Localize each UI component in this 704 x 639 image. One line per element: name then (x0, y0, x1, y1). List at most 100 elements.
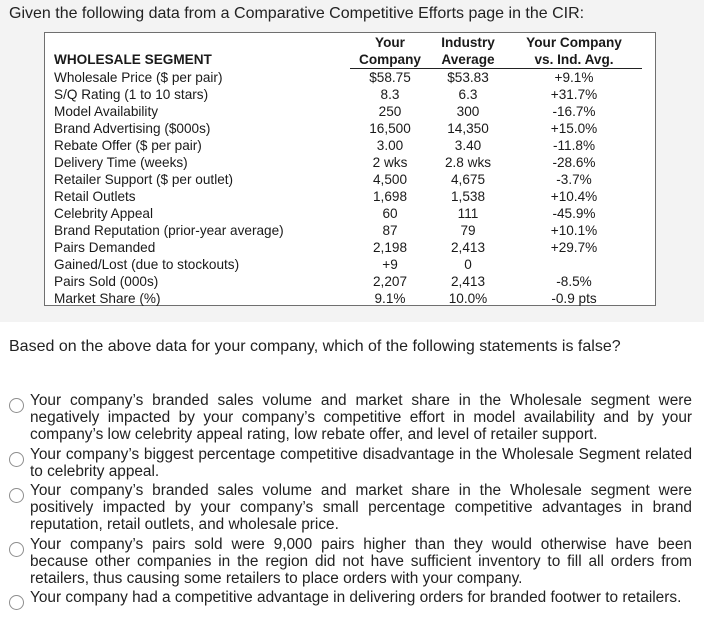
table-cell: -8.5% (556, 274, 592, 289)
table-row: Pairs Demanded 2,198 2,413 +29.7% (54, 239, 642, 256)
table-cell: +10.4% (550, 189, 598, 204)
table-cell: 2 wks (372, 155, 408, 170)
table-row: Brand Reputation (prior-year average) 87 7… (54, 222, 642, 239)
table-header-row-top: Your Industry Your Company (54, 34, 642, 51)
table-cell: 1,698 (372, 189, 408, 204)
table-cell: $58.75 (369, 70, 411, 85)
table-cell: 2,413 (450, 274, 486, 289)
table-cell: Brand Reputation (prior-year average) (54, 223, 284, 238)
intro-text: Given the following data from a Comparat… (9, 5, 585, 22)
table-cell: Retail Outlets (54, 189, 136, 204)
header-cell: Company (350, 51, 430, 69)
table-row: Delivery Time (weeks) 2 wks 2.8 wks -28.6% (54, 154, 642, 171)
table-cell: 9.1% (374, 291, 406, 306)
table-cell: 0 (464, 257, 472, 272)
question-stem-panel: Given the following data from a Comparat… (0, 0, 704, 322)
answer-option[interactable]: Your company’s pairs sold were 9,000 pai… (8, 536, 692, 588)
answer-option-text: Your company’s pairs sold were 9,000 pai… (30, 535, 692, 588)
radio-button[interactable] (9, 595, 24, 611)
table-cell: 4,500 (372, 172, 408, 187)
answer-option-text: Your company’s biggest percentage compet… (30, 445, 692, 480)
table-cell: S/Q Rating (1 to 10 stars) (54, 87, 209, 102)
table-cell: Celebrity Appeal (54, 206, 153, 221)
table-cell: Model Availability (54, 104, 159, 119)
answer-option[interactable]: Your company’s branded sales volume and … (8, 392, 692, 444)
table-cell: +15.0% (550, 121, 598, 136)
radio-button[interactable] (9, 488, 24, 504)
answer-option-text: Your company had a competitive advantage… (30, 589, 682, 607)
question-text: Based on the above data for your company… (9, 338, 621, 355)
table-cell: -0.9 pts (551, 291, 597, 306)
table-cell: Brand Advertising ($000s) (54, 121, 211, 136)
table-cell: 6.3 (458, 87, 478, 102)
table-cell: 60 (382, 206, 398, 221)
table-cell: 4,675 (450, 172, 486, 187)
table-row: Retail Outlets 1,698 1,538 +10.4% (54, 188, 642, 205)
answer-option[interactable]: Your company’s biggest percentage compet… (8, 446, 692, 480)
table-cell: 300 (456, 104, 480, 119)
table-cell: 10.0% (448, 291, 488, 306)
table-cell: Market Share (%) (54, 291, 161, 306)
table-row: Model Availability 250 300 -16.7% (54, 103, 642, 120)
table-row: Pairs Sold (000s) 2,207 2,413 -8.5% (54, 273, 642, 290)
table-cell: +10.1% (550, 223, 598, 238)
table-cell: 2.8 wks (444, 155, 492, 170)
table-cell: -45.9% (552, 206, 596, 221)
table-row: Celebrity Appeal 60 111 -45.9% (54, 205, 642, 222)
header-cell: Industry (441, 35, 495, 50)
table-cell: Rebate Offer ($ per pair) (54, 138, 202, 153)
table-cell: 111 (457, 206, 479, 221)
table-cell: -11.8% (552, 138, 596, 153)
table-cell: 1,538 (450, 189, 486, 204)
table-cell: Gained/Lost (due to stockouts) (54, 257, 240, 272)
table-cell: -28.6% (552, 155, 596, 170)
table-cell: 3.00 (376, 138, 404, 153)
table-cell: -16.7% (552, 104, 596, 119)
table-cell: +9 (382, 257, 398, 272)
table-cell: Pairs Demanded (54, 240, 156, 255)
answer-option-text: Your company’s branded sales volume and … (30, 482, 692, 534)
table-cell: +31.7% (550, 87, 598, 102)
table-cell: 14,350 (447, 121, 489, 136)
cir-table-body: Your Industry Your Company WHOLESALE SEG… (54, 34, 642, 307)
cir-data-table-box: Your Industry Your Company WHOLESALE SEG… (44, 32, 656, 306)
answer-option[interactable]: Your company had a competitive advantage… (8, 589, 692, 611)
table-header-row-bottom: WHOLESALE SEGMENT Company Average vs. In… (54, 51, 642, 69)
table-cell (506, 256, 642, 273)
table-cell: 16,500 (369, 121, 411, 136)
table-cell: 2,413 (450, 240, 486, 255)
table-cell: Wholesale Price ($ per pair) (54, 69, 223, 85)
header-cell: Your (375, 35, 405, 50)
table-row: Wholesale Price ($ per pair) $58.75 $53.83… (54, 69, 642, 87)
table-cell: 250 (378, 104, 402, 119)
header-cell: WHOLESALE SEGMENT (54, 52, 212, 67)
header-cell (54, 34, 350, 51)
table-cell: -3.7% (556, 172, 592, 187)
table-row: Retailer Support ($ per outlet) 4,500 4,67… (54, 171, 642, 188)
table-cell: +9.1% (554, 70, 594, 85)
cir-data-table: Your Industry Your Company WHOLESALE SEG… (54, 34, 642, 307)
table-cell: 87 (382, 223, 398, 238)
table-cell: 8.3 (380, 87, 400, 102)
table-cell: 2,198 (372, 240, 408, 255)
header-cell: Your Company (526, 35, 622, 50)
radio-button[interactable] (9, 398, 24, 413)
table-cell: Pairs Sold (000s) (54, 274, 159, 289)
header-cell: Average (430, 51, 506, 69)
answer-option[interactable]: Your company’s branded sales volume and … (8, 482, 692, 534)
answer-option-text: Your company’s branded sales volume and … (30, 392, 692, 444)
table-cell: 2,207 (372, 274, 408, 289)
radio-button[interactable] (9, 451, 24, 467)
table-row: Brand Advertising ($000s) 16,500 14,350 +15… (54, 120, 642, 137)
table-cell: +29.7% (550, 240, 598, 255)
answer-options: Your company’s branded sales volume and … (8, 392, 692, 611)
table-cell: Retailer Support ($ per outlet) (54, 172, 234, 187)
header-cell: vs. Ind. Avg. (506, 51, 642, 69)
table-row: S/Q Rating (1 to 10 stars) 8.3 6.3 +31.7% (54, 86, 642, 103)
table-row: Gained/Lost (due to stockouts) +9 0 (54, 256, 642, 273)
table-cell: Delivery Time (weeks) (54, 155, 188, 170)
table-cell: $53.83 (447, 70, 489, 85)
radio-button[interactable] (9, 541, 24, 557)
table-row: Market Share (%) 9.1% 10.0% -0.9 pts (54, 290, 642, 307)
table-cell: 3.40 (454, 138, 482, 153)
